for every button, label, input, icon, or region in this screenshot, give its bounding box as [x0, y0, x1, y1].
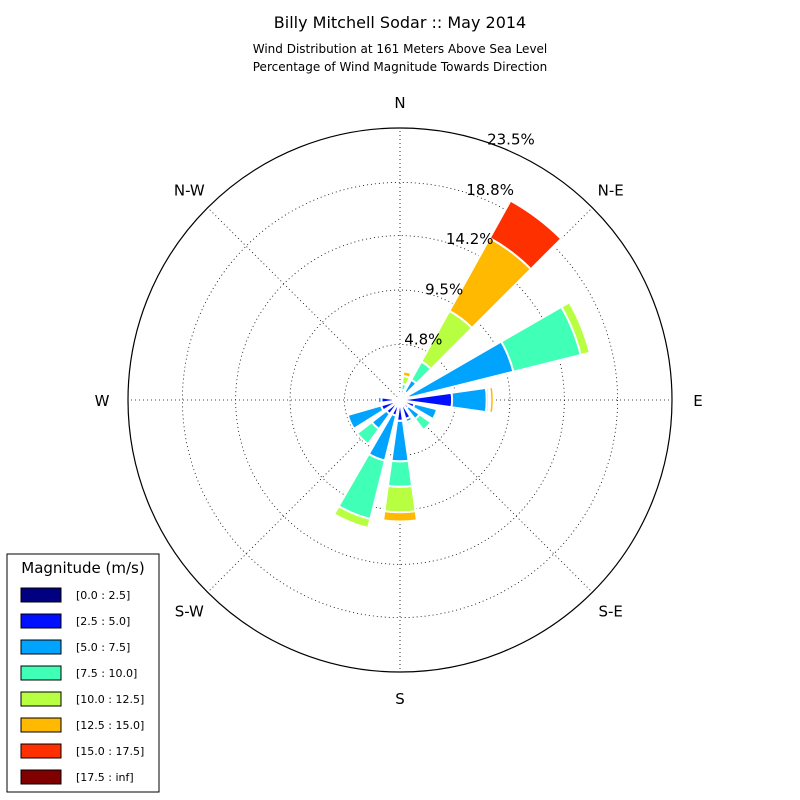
sector-bar-90-bin-5: [488, 385, 495, 415]
sector-bar-338-bin-1: [397, 396, 401, 401]
sector-bar-292-bin-1: [392, 395, 400, 401]
sector-bar-224-bin-3: [355, 420, 381, 446]
direction-label-se: S-E: [598, 603, 622, 621]
ring-label-23.5: 23.5%: [487, 131, 535, 149]
direction-label-s: S: [395, 690, 405, 708]
legend-title: Magnitude (m/s): [21, 559, 144, 577]
sector-bar-134-bin-3: [413, 412, 433, 432]
sector-bar-180-bin-3: [386, 459, 414, 488]
grid-ring: [181, 181, 619, 619]
legend-swatch-1: [20, 613, 62, 629]
legend-swatch-3: [20, 665, 62, 681]
legend-swatch-4: [20, 691, 62, 707]
sector-bar-68-bin-4: [560, 300, 592, 357]
sector-bar-90-bin-2: [450, 386, 488, 414]
sector-bar-202-bin-4: [332, 504, 372, 530]
wind-sectors: [332, 199, 592, 530]
direction-label-e: E: [693, 392, 702, 410]
legend: Magnitude (m/s) [0.0 : 2.5] [2.5 : 5.0] [5…: [6, 553, 160, 793]
sector-bar-270-bin-1: [380, 396, 395, 404]
sector-bar-180-bin-4: [383, 484, 417, 514]
legend-label-7: [17.5 : inf]: [76, 771, 134, 784]
sector-bar-15-bin-5: [401, 370, 413, 379]
direction-label-sw: S-W: [175, 603, 204, 621]
direction-labels: N N-E E S-E S S-W W N-W: [95, 94, 703, 708]
sector-bar-156-bin-4: [405, 420, 416, 427]
direction-label-nw: N-W: [174, 181, 205, 199]
legend-label-2: [5.0 : 7.5]: [76, 641, 130, 654]
grid-spoke: [207, 207, 401, 401]
legend-swatch-2: [20, 639, 62, 655]
ring-label-14.2: 14.2%: [446, 230, 494, 248]
grid-spoke: [207, 399, 401, 593]
chart-subtitle-line-2: Percentage of Wind Magnitude Towards Dir…: [253, 60, 547, 74]
legend-label-1: [2.5 : 5.0]: [76, 615, 130, 628]
sector-bar-180-bin-5: [381, 510, 419, 523]
legend-label-3: [7.5 : 10.0]: [76, 667, 137, 680]
grid-spoke: [399, 399, 593, 593]
direction-label-n: N: [394, 94, 405, 112]
legend-swatch-0: [20, 587, 62, 603]
legend-swatch-5: [20, 717, 62, 733]
chart-title: Billy Mitchell Sodar :: May 2014: [274, 13, 526, 32]
ring-label-9.5: 9.5%: [425, 280, 463, 298]
ring-label-18.8: 18.8%: [466, 181, 514, 199]
legend-swatch-7: [20, 769, 62, 785]
legend-label-5: [12.5 : 15.0]: [76, 719, 144, 732]
outer-circle: [127, 127, 673, 673]
sector-bar-246-bin-2: [346, 404, 385, 431]
direction-label-ne: N-E: [598, 181, 624, 199]
sector-bar-112-bin-2: [411, 402, 439, 421]
legend-swatch-6: [20, 743, 62, 759]
sector-bar-270-bin-2: [377, 395, 383, 405]
direction-label-w: W: [95, 392, 110, 410]
legend-label-6: [15.0 : 17.5]: [76, 745, 144, 758]
sector-bar-37-bin-6: [488, 199, 563, 271]
ring-labels: 4.8% 9.5% 14.2% 18.8% 23.5%: [404, 131, 534, 349]
ring-label-4.8: 4.8%: [404, 331, 442, 349]
legend-label-4: [10.0 : 12.5]: [76, 693, 144, 706]
chart-subtitle-line-1: Wind Distribution at 161 Meters Above Se…: [253, 42, 548, 56]
legend-label-0: [0.0 : 2.5]: [76, 589, 130, 602]
